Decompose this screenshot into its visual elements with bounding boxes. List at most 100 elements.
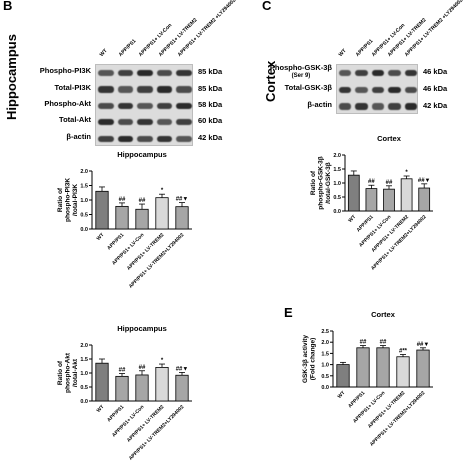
bar [400, 178, 413, 212]
blot-row-label-text: Phospho-GSK-3β [269, 63, 332, 73]
y-tick-label: 0.0 [333, 209, 341, 215]
y-tick-label: 1.5 [80, 357, 88, 363]
bar [135, 208, 149, 230]
significance-label: * [161, 188, 164, 194]
blot-kda-label: 46 kDa [423, 67, 448, 77]
x-tick-label: WT [96, 404, 106, 414]
significance-label: ## [119, 197, 126, 203]
x-tick-label: APP/PS1+ LV-TREM2 [367, 390, 407, 430]
y-tick-label: 0.5 [80, 385, 88, 391]
blot-band [156, 135, 173, 142]
blot-band [388, 103, 401, 110]
chart-title: Cortex [371, 310, 396, 319]
blot-kda-label: 42 kDa [198, 132, 223, 142]
blot-band [117, 119, 134, 126]
panel-letter-b: B [3, 0, 13, 13]
significance-label: ##▼ [176, 366, 189, 372]
significance-label: #** [399, 349, 408, 355]
bar [347, 174, 360, 212]
blot-row-label: β-actin [307, 99, 332, 109]
bar [376, 347, 390, 388]
bar [383, 188, 395, 212]
x-tick-label: APP/PS1 [347, 390, 366, 409]
bar [175, 206, 189, 230]
blot-band [355, 70, 368, 77]
bar [365, 188, 378, 212]
x-tick-label: WT [337, 390, 347, 400]
blot-band [156, 102, 173, 109]
blot-row-label: Phospho-GSK-3β (Ser 9) [270, 64, 332, 80]
y-axis-label: Ratio ofphospho-Akt/total-Akt [57, 352, 79, 393]
chart-title: Hippocampus [117, 324, 167, 333]
x-tick-label: APP/PS1+ LV-TREM2 [126, 232, 166, 272]
bar [418, 187, 431, 212]
bar [396, 356, 410, 388]
blot-row-label: Total-Akt [59, 115, 91, 125]
bar [336, 364, 350, 388]
y-tick-label: 1.5 [321, 351, 329, 357]
blot-band [98, 69, 114, 77]
x-tick-label: WT [347, 214, 357, 224]
significance-label: ##▼ [176, 197, 189, 203]
y-tick-label: 0.5 [80, 213, 88, 219]
significance-label: ## [360, 340, 367, 346]
blot-band [176, 119, 192, 126]
blot-band [156, 119, 173, 126]
y-tick-label: 1.0 [80, 198, 88, 204]
chart-title: Cortex [377, 134, 402, 143]
blot-band [371, 70, 385, 77]
blot-band [371, 103, 385, 110]
significance-label: ##▼ [418, 178, 431, 184]
blot-band [176, 102, 192, 109]
y-axis-label: GSK-3β activity(Fold change) [302, 335, 317, 383]
y-tick-label: 0.0 [321, 385, 329, 391]
significance-label: ## [139, 365, 146, 371]
blot-b-image [95, 64, 193, 146]
y-tick-label: 1.5 [80, 184, 88, 190]
y-tick-label: 1.0 [80, 371, 88, 377]
blot-band [137, 86, 153, 93]
blot-band [98, 86, 114, 93]
y-axis-label: Ratio ofphospho-PI3K/total-PI3K [57, 178, 79, 222]
blot-band [98, 135, 114, 142]
blot-band [176, 69, 192, 77]
x-tick-label: APP/PS1+ LV-TREM2 [126, 404, 166, 444]
significance-label: ## [386, 180, 393, 186]
blot-band [117, 69, 134, 77]
blot-band [117, 135, 134, 142]
blot-band [404, 103, 417, 110]
y-tick-label: 2.0 [333, 153, 341, 159]
x-tick-label: APP/PS1 [106, 404, 125, 423]
blot-kda-label: 58 kDa [198, 100, 223, 109]
x-tick-label: APP/PS1 [106, 232, 125, 251]
significance-label: ## [139, 198, 146, 204]
y-tick-label: 0.0 [80, 399, 88, 405]
blot-band [176, 135, 192, 142]
blot-band [176, 86, 192, 93]
significance-label: * [405, 170, 408, 176]
y-tick-label: 2.0 [321, 340, 329, 346]
bar [175, 374, 189, 402]
significance-label: ## [368, 179, 375, 185]
blot-band [388, 86, 401, 93]
significance-label: ##▼ [417, 342, 430, 348]
x-tick-label: WT [96, 232, 106, 242]
y-axis-label: Ratio ofphospho-GSK-3β/total-GSK-3β [310, 156, 332, 209]
blot-band [388, 70, 401, 77]
bar [155, 197, 169, 230]
bar [95, 190, 109, 230]
blot-kda-label: 42 kDa [423, 100, 448, 110]
bar [135, 374, 149, 402]
y-tick-label: 1.0 [333, 181, 341, 187]
bar [115, 205, 129, 230]
significance-label: * [161, 358, 164, 364]
bar [416, 349, 430, 388]
blot-band [404, 86, 417, 93]
blot-band [404, 70, 417, 77]
blot-band [137, 135, 153, 142]
panel-letter-e: E [284, 305, 293, 320]
blot-band [137, 69, 153, 77]
blot-kda-label: 85 kDa [198, 83, 223, 93]
bar [155, 366, 169, 402]
